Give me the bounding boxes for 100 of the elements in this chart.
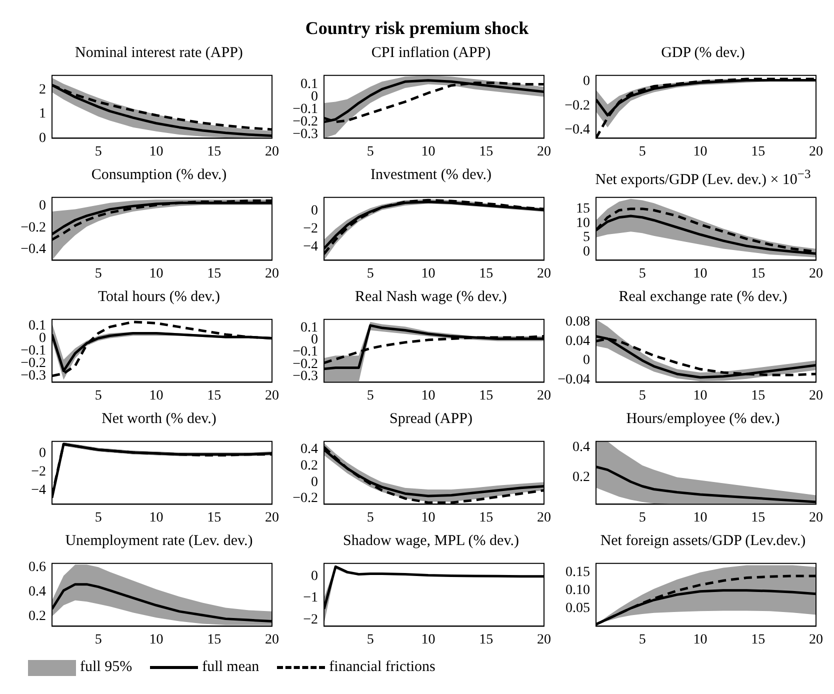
legend-label: financial frictions bbox=[329, 659, 436, 676]
y-tick-label: −0.3 bbox=[20, 368, 46, 384]
y-tick-label: 0.05 bbox=[566, 600, 590, 616]
chart-title: Shadow wage, MPL (% dev.) bbox=[342, 533, 520, 551]
chart-title: Net foreign assets/GDP (Lev.dev.) bbox=[599, 533, 807, 551]
x-tick-label: 20 bbox=[809, 144, 823, 160]
y-tick-label: 0 bbox=[583, 244, 590, 260]
y-tick-label: 0.2 bbox=[28, 609, 46, 624]
x-tick-label: 5 bbox=[366, 388, 374, 404]
legend-label: full mean bbox=[202, 659, 260, 676]
y-tick-label: 0.10 bbox=[566, 582, 590, 598]
x-tick-label: 10 bbox=[421, 144, 436, 160]
x-tick-label: 15 bbox=[751, 266, 766, 282]
chart-title: Real exchange rate (% dev.) bbox=[618, 289, 788, 307]
x-tick-label: 15 bbox=[751, 632, 766, 648]
x-tick-label: 5 bbox=[94, 388, 102, 404]
x-tick-label: 20 bbox=[265, 388, 279, 404]
x-tick-label: 15 bbox=[479, 266, 494, 282]
x-tick-label: 10 bbox=[421, 632, 436, 648]
x-tick-label: 10 bbox=[693, 388, 708, 404]
x-tick-label: 20 bbox=[265, 632, 279, 648]
chart-title: Consumption (% dev.) bbox=[90, 167, 228, 185]
x-tick-label: 20 bbox=[537, 388, 551, 404]
y-tick-label: 0 bbox=[311, 569, 318, 584]
x-tick-label: 5 bbox=[366, 510, 374, 526]
y-tick-label: −0.2 bbox=[564, 98, 590, 114]
x-tick-label: 20 bbox=[809, 510, 823, 526]
x-tick-label: 5 bbox=[94, 144, 102, 160]
y-tick-label: −2 bbox=[303, 221, 318, 236]
y-tick-label: 0 bbox=[311, 204, 318, 219]
x-tick-label: 15 bbox=[751, 144, 766, 160]
y-tick-label: −1 bbox=[303, 590, 318, 606]
y-tick-label: 0 bbox=[583, 353, 590, 368]
y-tick-label: 0.1 bbox=[300, 76, 318, 92]
chart-title: Nominal interest rate (APP) bbox=[74, 45, 244, 63]
y-tick-label: −2 bbox=[31, 464, 46, 480]
x-tick-label: 20 bbox=[265, 144, 279, 160]
x-tick-label: 10 bbox=[693, 144, 708, 160]
x-tick-label: 15 bbox=[479, 632, 494, 648]
text: Country risk premium shock bbox=[304, 18, 530, 39]
x-tick-label: 20 bbox=[537, 510, 551, 526]
chart-title: Net worth (% dev.) bbox=[100, 411, 218, 429]
y-tick-label: 15 bbox=[576, 201, 590, 216]
x-tick-label: 20 bbox=[537, 144, 551, 160]
chart-title: Net exports/GDP (Lev. dev.) × 10$^{−3}$ bbox=[594, 167, 812, 188]
x-tick-label: 10 bbox=[149, 266, 164, 282]
x-tick-label: 15 bbox=[207, 632, 222, 648]
y-tick-label: 0.4 bbox=[28, 584, 46, 600]
x-tick-label: 10 bbox=[693, 510, 708, 526]
x-tick-label: 10 bbox=[149, 388, 164, 404]
y-tick-label: −0.2 bbox=[20, 220, 46, 236]
y-tick-label: 0 bbox=[39, 198, 46, 214]
x-tick-label: 10 bbox=[421, 266, 436, 282]
x-tick-label: 5 bbox=[638, 266, 646, 282]
chart-title: Hours/employee (% dev.) bbox=[625, 411, 781, 429]
y-tick-label: 0.2 bbox=[572, 470, 590, 485]
x-tick-label: 15 bbox=[479, 510, 494, 526]
chart-title: Unemployment rate (Lev. dev.) bbox=[64, 533, 254, 551]
chart-title: Investment (% dev.) bbox=[369, 167, 493, 185]
y-tick-label: −4 bbox=[303, 239, 318, 254]
y-tick-label: 0.08 bbox=[566, 314, 590, 330]
x-tick-label: 10 bbox=[149, 144, 164, 160]
x-tick-label: 15 bbox=[207, 388, 222, 404]
y-tick-label: 0.1 bbox=[28, 318, 46, 334]
y-tick-label: 0 bbox=[39, 130, 46, 146]
y-tick-label: −2 bbox=[303, 612, 318, 628]
chart-title: CPI inflation (APP) bbox=[370, 45, 492, 63]
x-tick-label: 20 bbox=[265, 510, 279, 526]
chart-title: GDP (% dev.) bbox=[660, 45, 746, 63]
y-tick-label: −0.2 bbox=[292, 114, 318, 130]
y-tick-label: 0.04 bbox=[566, 334, 590, 349]
x-tick-label: 5 bbox=[366, 632, 374, 648]
x-tick-label: 20 bbox=[809, 632, 823, 648]
y-tick-label: −0.1 bbox=[20, 343, 46, 358]
x-tick-label: 15 bbox=[207, 266, 222, 282]
x-tick-label: 10 bbox=[149, 632, 164, 648]
x-tick-label: 5 bbox=[94, 632, 102, 648]
y-tick-label: 1 bbox=[39, 106, 46, 122]
x-tick-label: 20 bbox=[809, 266, 823, 282]
x-tick-label: 5 bbox=[638, 144, 646, 160]
x-tick-label: 10 bbox=[421, 388, 436, 404]
y-tick-label: −0.1 bbox=[292, 102, 318, 117]
y-tick-label: 0.2 bbox=[300, 458, 318, 474]
x-tick-label: 5 bbox=[366, 144, 374, 160]
y-tick-label: 0.4 bbox=[572, 440, 590, 456]
y-tick-label: −0.2 bbox=[20, 356, 46, 372]
x-tick-label: 20 bbox=[809, 388, 823, 404]
x-tick-label: 20 bbox=[265, 266, 279, 282]
y-tick-label: 0 bbox=[311, 89, 318, 104]
x-tick-label: 15 bbox=[751, 510, 766, 526]
x-tick-label: 15 bbox=[207, 510, 222, 526]
x-tick-label: 15 bbox=[207, 144, 222, 160]
y-tick-label: −0.04 bbox=[558, 372, 590, 388]
x-tick-label: 10 bbox=[693, 266, 708, 282]
x-tick-label: 5 bbox=[366, 266, 374, 282]
y-tick-label: 2 bbox=[39, 82, 46, 98]
y-tick-label: 5 bbox=[583, 230, 590, 246]
chart-title: Total hours (% dev.) bbox=[96, 289, 222, 307]
x-tick-label: 20 bbox=[537, 266, 551, 282]
chart-title: Spread (APP) bbox=[388, 411, 474, 429]
